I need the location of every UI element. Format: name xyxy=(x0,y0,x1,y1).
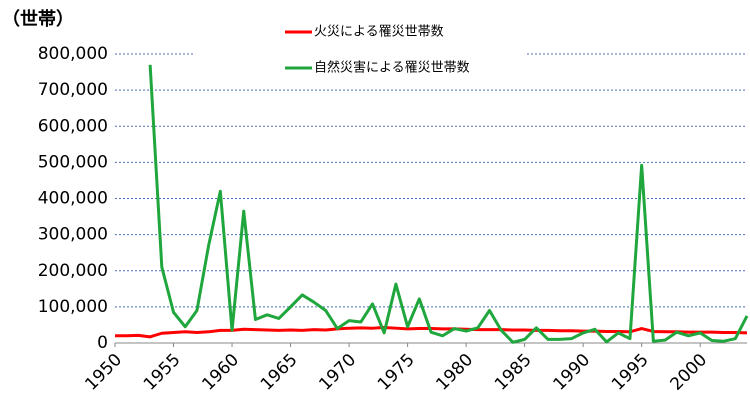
y-tick-label: 200,000 xyxy=(38,261,108,281)
y-tick-label: 600,000 xyxy=(38,116,108,136)
y-tick-label: 500,000 xyxy=(38,152,108,172)
x-tick-label: 1990 xyxy=(549,350,594,395)
x-tick-label: 1980 xyxy=(432,350,477,395)
y-tick-label: 400,000 xyxy=(38,189,108,209)
x-tick-label: 1955 xyxy=(140,350,185,395)
x-tick-label: 1995 xyxy=(608,350,653,395)
y-unit-label: （世帯） xyxy=(2,8,74,30)
x-tick-label: 1965 xyxy=(257,350,302,395)
x-tick-label: 1985 xyxy=(491,350,536,395)
x-tick-label: 2000 xyxy=(667,350,712,395)
y-tick-label: 700,000 xyxy=(38,80,108,100)
legend-label: 自然災害による罹災世帯数 xyxy=(314,60,470,76)
x-tick-label: 1975 xyxy=(374,350,419,395)
legend-box xyxy=(195,14,525,82)
series-line xyxy=(148,64,749,344)
x-tick-label: 1960 xyxy=(198,350,243,395)
y-tick-label: 100,000 xyxy=(38,297,108,317)
y-tick-label: 800,000 xyxy=(38,44,108,64)
x-tick-label: 1950 xyxy=(81,350,126,395)
x-tick-label: 1970 xyxy=(315,350,360,395)
y-tick-label: 0 xyxy=(97,333,108,353)
legend-label: 火災による罹災世帯数 xyxy=(314,25,444,40)
y-tick-label: 300,000 xyxy=(38,225,108,245)
